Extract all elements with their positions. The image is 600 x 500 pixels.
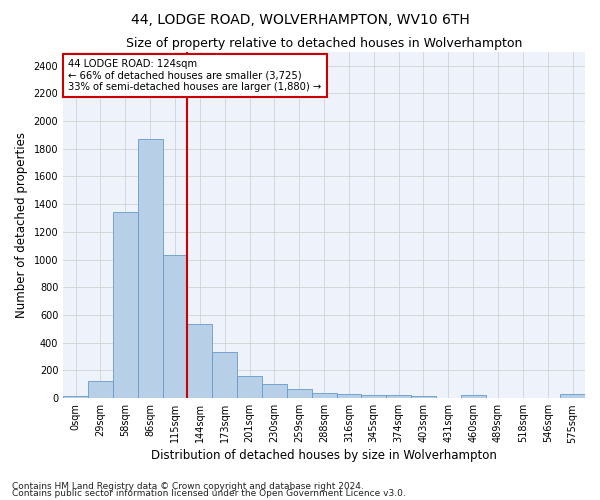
Bar — [361, 394, 386, 398]
Bar — [187, 324, 212, 398]
Bar — [212, 352, 237, 398]
Title: Size of property relative to detached houses in Wolverhampton: Size of property relative to detached ho… — [126, 38, 522, 51]
Bar — [88, 381, 113, 398]
Bar — [113, 212, 138, 398]
Text: 44 LODGE ROAD: 124sqm
← 66% of detached houses are smaller (3,725)
33% of semi-d: 44 LODGE ROAD: 124sqm ← 66% of detached … — [68, 58, 322, 92]
Bar — [337, 394, 361, 398]
Bar — [262, 384, 287, 398]
Bar — [461, 396, 485, 398]
Bar — [311, 392, 337, 398]
Bar — [138, 139, 163, 398]
Text: Contains HM Land Registry data © Crown copyright and database right 2024.: Contains HM Land Registry data © Crown c… — [12, 482, 364, 491]
Bar — [63, 396, 88, 398]
Bar — [560, 394, 585, 398]
Y-axis label: Number of detached properties: Number of detached properties — [15, 132, 28, 318]
Bar — [386, 396, 411, 398]
Bar — [411, 396, 436, 398]
Bar — [287, 389, 311, 398]
X-axis label: Distribution of detached houses by size in Wolverhampton: Distribution of detached houses by size … — [151, 450, 497, 462]
Text: Contains public sector information licensed under the Open Government Licence v3: Contains public sector information licen… — [12, 490, 406, 498]
Bar — [163, 256, 187, 398]
Text: 44, LODGE ROAD, WOLVERHAMPTON, WV10 6TH: 44, LODGE ROAD, WOLVERHAMPTON, WV10 6TH — [131, 12, 469, 26]
Bar — [237, 376, 262, 398]
